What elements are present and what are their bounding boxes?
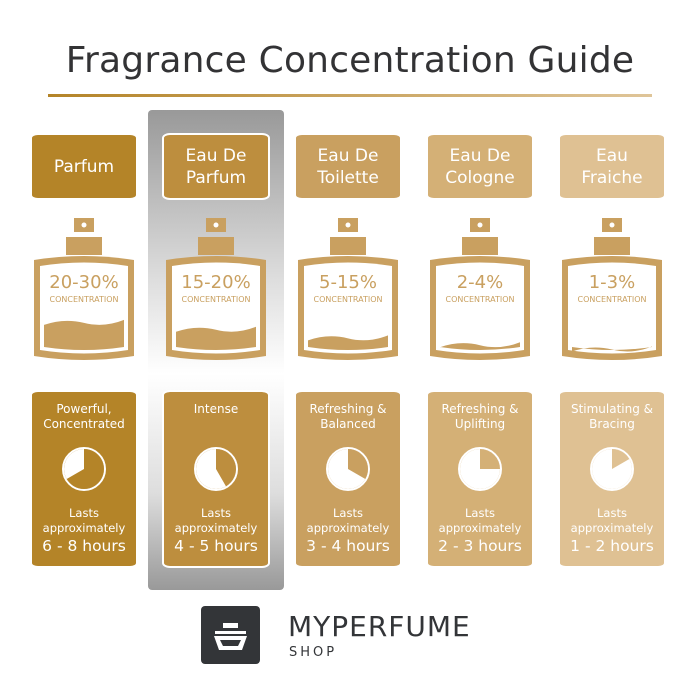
fragrance-column: Eau De Cologne 2-4% CONCENTRATION Refresh…: [428, 0, 532, 700]
concentration-label: CONCENTRATION: [313, 295, 383, 304]
longevity-card: Powerful, Concentrated Lasts approximate…: [32, 392, 136, 566]
description: Powerful, Concentrated: [43, 402, 125, 431]
concentration-value: 2-4%: [456, 272, 504, 293]
column-title-line: Parfum: [53, 156, 115, 177]
column-title: Eau De Parfum: [162, 133, 270, 200]
liquid-fill: [440, 342, 520, 350]
column-title: Eau Fraiche: [560, 135, 664, 198]
longevity-card: Refreshing & Balanced Lasts approximatel…: [296, 392, 400, 566]
logo-brand: MYPERFUME: [288, 610, 471, 643]
concentration-label: CONCENTRATION: [49, 295, 119, 304]
logo-sub: SHOP: [289, 645, 338, 660]
liquid-fill: [572, 346, 652, 352]
concentration-value: 20-30%: [49, 272, 119, 293]
fragrance-column: Eau Fraiche 1-3% CONCENTRATION Stimulatin…: [560, 0, 664, 700]
page-title: Fragrance Concentration Guide: [65, 40, 635, 81]
liquid-fill: [44, 319, 124, 350]
hours-value: 1 - 2 hours: [570, 537, 654, 555]
bottle-icon: [562, 218, 662, 360]
lasts-label: Lasts approximately: [570, 506, 654, 535]
longevity-card: Stimulating & Bracing Lasts approximatel…: [560, 392, 664, 566]
clock-pie-icon: [326, 447, 370, 491]
column-title-line: Eau De: [185, 145, 247, 166]
pie-wedge: [348, 449, 368, 479]
clock-pie-icon: [590, 447, 634, 491]
description: Stimulating & Bracing: [570, 402, 654, 431]
lasts-label: Lasts approximately: [438, 506, 522, 535]
concentration-label: CONCENTRATION: [181, 295, 251, 304]
title-divider: [48, 94, 652, 97]
concentration-label: CONCENTRATION: [577, 295, 647, 304]
concentration-value: 1-3%: [588, 272, 636, 293]
longevity-card: Intense Lasts approximately 4 - 5 hours: [162, 390, 270, 568]
concentration-value: 5-15%: [319, 272, 377, 293]
bottle-icon: [298, 218, 398, 360]
description: Intense: [193, 402, 239, 416]
column-title-line: Parfum: [185, 167, 247, 188]
hours-value: 6 - 8 hours: [42, 537, 126, 555]
column-title-line: Fraiche: [581, 167, 643, 188]
bottle-icon: [34, 218, 134, 360]
bottle-icon: [166, 218, 266, 360]
pie-wedge: [480, 449, 500, 469]
column-title: Eau De Cologne: [428, 135, 532, 198]
longevity-card: Refreshing & Uplifting Lasts approximate…: [428, 392, 532, 566]
lasts-label: Lasts approximately: [174, 506, 258, 535]
column-title: Eau De Toilette: [296, 135, 400, 198]
column-title-line: Eau: [596, 145, 628, 166]
fragrance-column: Eau De Toilette 5-15% CONCENTRATION Refre…: [296, 0, 400, 700]
clock-pie-icon: [458, 447, 502, 491]
hours-value: 4 - 5 hours: [174, 537, 258, 555]
liquid-fill: [308, 335, 388, 350]
concentration-label: CONCENTRATION: [445, 295, 515, 304]
pie-wedge: [216, 449, 236, 487]
column-title-line: Toilette: [317, 167, 379, 188]
clock-pie-icon: [194, 447, 238, 491]
pie-wedge: [612, 449, 630, 469]
description: Refreshing & Balanced: [309, 402, 387, 431]
liquid-fill: [176, 326, 256, 350]
fragrance-column: Eau De Parfum 15-20% CONCENTRATION Intens…: [162, 0, 270, 700]
lasts-label: Lasts approximately: [42, 506, 126, 535]
hours-value: 3 - 4 hours: [306, 537, 390, 555]
lasts-label: Lasts approximately: [306, 506, 390, 535]
concentration-value: 15-20%: [181, 272, 251, 293]
column-title-line: Eau De: [449, 145, 511, 166]
bottle-icon: [430, 218, 530, 360]
description: Refreshing & Uplifting: [441, 402, 519, 431]
clock-pie-icon: [62, 447, 106, 491]
logo-icon: [201, 606, 260, 664]
fragrance-column: Parfum 20-30% CONCENTRATION Powerful, Co…: [32, 0, 136, 700]
column-title: Parfum: [32, 135, 136, 198]
column-title-line: Cologne: [445, 167, 515, 188]
hours-value: 2 - 3 hours: [438, 537, 522, 555]
pie-wedge: [66, 449, 104, 489]
column-title-line: Eau De: [317, 145, 379, 166]
